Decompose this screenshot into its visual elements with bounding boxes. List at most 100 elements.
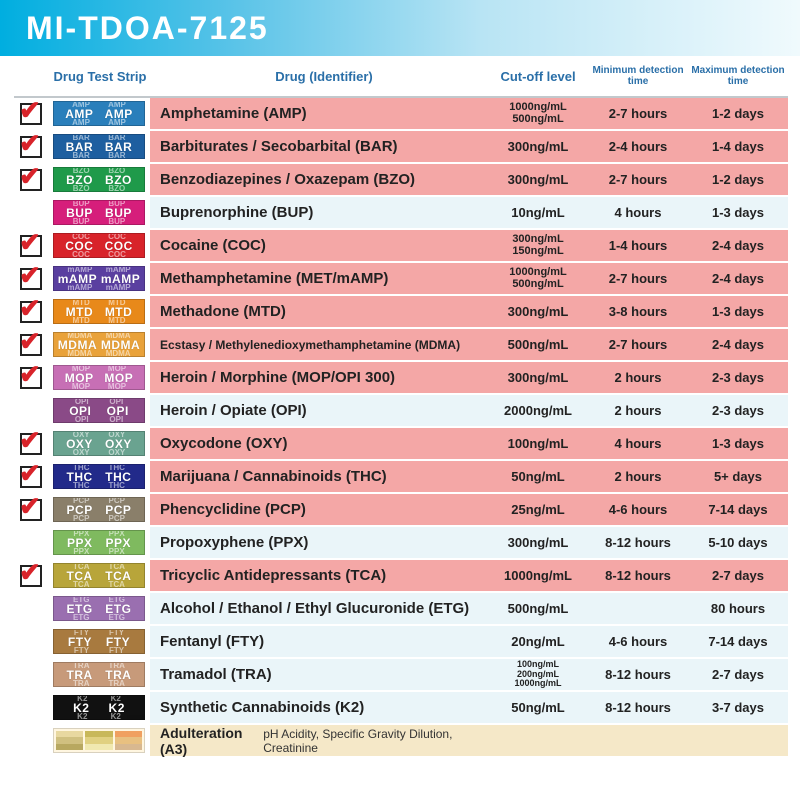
row-check-cell [14,395,48,426]
row-max-time: 2-3 days [688,395,788,426]
row-empty [588,725,688,756]
row-min-time [588,593,688,624]
row-check-cell [14,527,48,558]
row-strip-cell: MDMAMDMAMDMAMDMAMDMAMDMA [48,329,150,360]
row-cutoff: 10ng/mL [488,197,588,228]
row-drug-name: Heroin / Opiate (OPI) [150,395,488,426]
row-cutoff: 300ng/mL [488,296,588,327]
row-drug-name: Adulteration (A3) pH Acidity, Specific G… [150,725,488,756]
checkmark-icon [20,169,42,191]
row-cutoff: 300ng/mL [488,131,588,162]
test-strip: PPXPPXPPXPPXPPXPPX [53,530,145,555]
row-check-cell [14,98,48,129]
row-cutoff: 300ng/mL [488,164,588,195]
table-row: OXYOXYOXYOXYOXYOXYOxycodone (OXY)100ng/m… [14,428,788,461]
checkmark-icon [20,235,42,257]
table-row: mAMPmAMPmAMPmAMPmAMPmAMPMethamphetamine … [14,263,788,296]
table-row: COCCOCCOCCOCCOCCOCCocaine (COC)300ng/mL1… [14,230,788,263]
row-max-time: 80 hours [688,593,788,624]
table-row: MOPMOPMOPMOPMOPMOPHeroin / Morphine (MOP… [14,362,788,395]
header-strip: Drug Test Strip [48,69,150,84]
test-strip: BZOBZOBZOBZOBZOBZO [53,167,145,192]
row-cutoff: 300ng/mL150ng/mL [488,230,588,261]
row-cutoff: 25ng/mL [488,494,588,525]
row-strip-cell: mAMPmAMPmAMPmAMPmAMPmAMP [48,263,150,294]
row-max-time: 7-14 days [688,494,788,525]
table-row: TCATCATCATCATCATCATricyclic Antidepressa… [14,560,788,593]
row-drug-name: Synthetic Cannabinoids (K2) [150,692,488,723]
row-max-time: 2-3 days [688,362,788,393]
test-strip: mAMPmAMPmAMPmAMPmAMPmAMP [53,266,145,291]
table-row: BUPBUPBUPBUPBUPBUPBuprenorphine (BUP)10n… [14,197,788,230]
row-min-time: 3-8 hours [588,296,688,327]
row-min-time: 8-12 hours [588,692,688,723]
row-min-time: 2-7 hours [588,164,688,195]
test-strip: MTDMTDMTDMTDMTDMTD [53,299,145,324]
adulteration-strip [53,728,145,753]
row-drug-name: Tramadol (TRA) [150,659,488,690]
table-row: FTYFTYFTYFTYFTYFTYFentanyl (FTY)20ng/mL4… [14,626,788,659]
row-check-cell [14,494,48,525]
row-cutoff: 1000ng/mL500ng/mL [488,263,588,294]
row-drug-name: Cocaine (COC) [150,230,488,261]
row-strip-cell: FTYFTYFTYFTYFTYFTY [48,626,150,657]
header-max: Maximum detection time [688,65,788,87]
table-row: BARBARBARBARBARBARBarbiturates / Secobar… [14,131,788,164]
row-strip-cell: BARBARBARBARBARBAR [48,131,150,162]
test-strip: TRATRATRATRATRATRA [53,662,145,687]
row-empty [488,725,588,756]
row-check-cell [14,692,48,723]
row-cutoff: 500ng/mL [488,593,588,624]
row-check-cell [14,362,48,393]
table-row-adulteration: Adulteration (A3) pH Acidity, Specific G… [14,725,788,758]
row-strip-cell: PCPPCPPCPPCPPCPPCP [48,494,150,525]
row-check-cell [14,626,48,657]
row-cutoff: 20ng/mL [488,626,588,657]
row-min-time: 8-12 hours [588,560,688,591]
row-max-time: 2-4 days [688,329,788,360]
row-strip-cell: TRATRATRATRATRATRA [48,659,150,690]
row-strip-cell: PPXPPXPPXPPXPPXPPX [48,527,150,558]
row-min-time: 2-7 hours [588,263,688,294]
row-drug-name: Benzodiazepines / Oxazepam (BZO) [150,164,488,195]
checkmark-icon [20,367,42,389]
row-max-time: 1-2 days [688,164,788,195]
row-drug-name: Methadone (MTD) [150,296,488,327]
row-max-time: 1-3 days [688,296,788,327]
header-banner: MI-TDOA-7125 [0,0,800,56]
test-strip: OPIOPIOPIOPIOPIOPI [53,398,145,423]
row-strip-cell: OPIOPIOPIOPIOPIOPI [48,395,150,426]
table-row: MTDMTDMTDMTDMTDMTDMethadone (MTD)300ng/m… [14,296,788,329]
checkmark-icon [20,103,42,125]
row-min-time: 4-6 hours [588,626,688,657]
row-check-cell [14,329,48,360]
table-row: TRATRATRATRATRATRATramadol (TRA)100ng/mL… [14,659,788,692]
row-min-time: 4-6 hours [588,494,688,525]
row-cutoff: 100ng/mL200ng/mL1000ng/mL [488,659,588,690]
row-check-cell [14,263,48,294]
row-drug-name: Buprenorphine (BUP) [150,197,488,228]
checkmark-icon [20,334,42,356]
row-drug-name: Oxycodone (OXY) [150,428,488,459]
table-row: MDMAMDMAMDMAMDMAMDMAMDMAEcstasy / Methyl… [14,329,788,362]
checkmark-icon [20,565,42,587]
header-cutoff: Cut-off level [488,69,588,84]
row-check-cell [14,164,48,195]
test-strip: FTYFTYFTYFTYFTYFTY [53,629,145,654]
row-min-time: 4 hours [588,428,688,459]
row-check-cell [14,197,48,228]
row-strip-cell: ETGETGETGETGETGETG [48,593,150,624]
row-max-time: 5+ days [688,461,788,492]
row-strip-cell: MTDMTDMTDMTDMTDMTD [48,296,150,327]
row-drug-name: Barbiturates / Secobarbital (BAR) [150,131,488,162]
row-strip-cell: THCTHCTHCTHCTHCTHC [48,461,150,492]
row-check-cell [14,560,48,591]
row-check-cell [14,428,48,459]
row-cutoff: 300ng/mL [488,527,588,558]
test-strip: AMPAMPAMPAMPAMPAMP [53,101,145,126]
checkmark-icon [20,466,42,488]
test-strip: MDMAMDMAMDMAMDMAMDMAMDMA [53,332,145,357]
row-strip-cell: K2K2K2K2K2K2 [48,692,150,723]
row-min-time: 2-4 hours [588,131,688,162]
row-min-time: 2-7 hours [588,98,688,129]
